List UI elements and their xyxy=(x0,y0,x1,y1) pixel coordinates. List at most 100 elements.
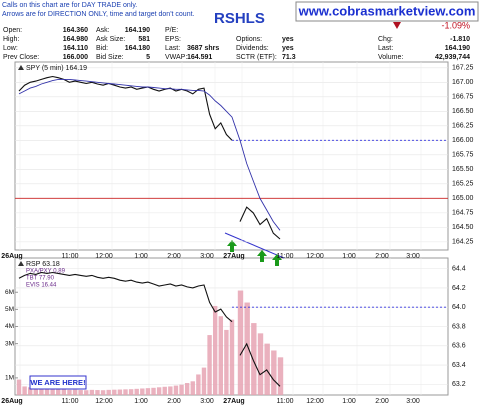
volume-bar xyxy=(277,357,284,395)
volume-bar xyxy=(237,290,244,395)
site-box xyxy=(295,1,479,22)
y-tick-label: 63.6 xyxy=(452,343,466,350)
volume-bar xyxy=(151,387,156,395)
quote-label: VWAP: xyxy=(165,54,187,61)
quote-value: 164.180 xyxy=(125,45,150,52)
legend-entry: EVIS 16.44 xyxy=(26,283,57,289)
volume-bar xyxy=(190,381,195,395)
quote-label: Low: xyxy=(3,45,18,52)
volume-bar xyxy=(67,389,72,395)
x-tick-label: 12:00 xyxy=(95,253,113,260)
volume-bar xyxy=(123,389,128,395)
quote-label: Ask Size: xyxy=(96,36,125,43)
volume-bar xyxy=(100,390,106,395)
y-tick-label: 165.75 xyxy=(452,152,474,159)
volume-bar xyxy=(257,333,264,395)
volume-bar xyxy=(39,387,44,395)
y2-tick-label: 5M xyxy=(5,306,14,313)
main-plot xyxy=(14,61,449,251)
volume-bar xyxy=(224,329,229,395)
quote-value: 42,939,744 xyxy=(435,54,470,61)
quote-label: P/E: xyxy=(165,27,178,34)
x-tick-label: 3:00 xyxy=(200,398,214,405)
y-tick-label: 165.25 xyxy=(452,181,474,188)
x-tick-label: 1:00 xyxy=(134,253,148,260)
volume-bar xyxy=(271,350,277,395)
y-tick-label: 63.2 xyxy=(452,381,466,388)
x-tick-label: 12:00 xyxy=(306,253,324,260)
y-tick-label: 165.00 xyxy=(452,195,474,202)
volume-bar xyxy=(106,389,111,395)
volume-bar xyxy=(44,388,50,395)
y-tick-label: 64.2 xyxy=(452,285,466,292)
volume-bar xyxy=(72,389,78,395)
quote-label: Last: xyxy=(165,45,180,52)
volume-bar xyxy=(117,389,123,395)
volume-bar xyxy=(50,389,55,395)
quote-label: Chg: xyxy=(378,36,393,43)
quote-label: Last: xyxy=(378,45,393,52)
up-arrow xyxy=(272,254,282,266)
quote-value: 3687 shrs xyxy=(187,45,219,52)
series-line xyxy=(18,78,281,231)
callout-box xyxy=(29,375,87,390)
symbol: RSHLS xyxy=(214,10,265,27)
volume-bar xyxy=(218,316,223,395)
volume-bar xyxy=(84,390,89,395)
y-tick-label: 64.0 xyxy=(452,304,466,311)
x-tick-label: 3:00 xyxy=(406,253,420,260)
quote-label: SCTR (ETF): xyxy=(236,54,277,61)
volume-bar xyxy=(112,389,117,395)
volume-bar xyxy=(145,388,151,395)
volume-bar xyxy=(229,319,235,395)
x-tick-label: 3:00 xyxy=(406,398,420,405)
y-tick-label: 164.75 xyxy=(452,210,474,217)
volume-bar xyxy=(134,388,139,395)
note: Calls on this chart are for DAY TRADE on… xyxy=(2,2,137,9)
quote-value: 164.980 xyxy=(63,36,88,43)
legend-title: SPY (5 min) 164.19 xyxy=(26,65,87,72)
x-tick-label: 12:00 xyxy=(306,398,324,405)
y2-tick-label: 3M xyxy=(5,340,14,347)
quote-label: Bid: xyxy=(96,45,108,52)
callout: WE ARE HERE! xyxy=(30,378,85,387)
volume-bar xyxy=(196,374,201,395)
quote-label: Ask: xyxy=(96,27,110,34)
volume-bar xyxy=(89,389,95,395)
x-tick-label: 11:00 xyxy=(277,398,294,405)
x-tick-label: 26Aug xyxy=(1,398,22,405)
legend-triangle xyxy=(18,65,24,70)
quote-label: High: xyxy=(3,36,19,43)
x-tick-label: 1:00 xyxy=(342,398,356,405)
quote-value: 5 xyxy=(146,54,150,61)
x-tick-label: 1:00 xyxy=(134,398,148,405)
x-tick-label: 12:00 xyxy=(95,398,113,405)
quote-value: 164.190 xyxy=(445,45,470,52)
quote-value: yes xyxy=(282,45,294,52)
down-triangle xyxy=(393,22,401,29)
quote-value: 164.190 xyxy=(125,27,150,34)
volume-bar xyxy=(244,302,250,395)
quote-value: 166.000 xyxy=(63,54,88,61)
volume-bar xyxy=(16,379,22,395)
series-line xyxy=(18,271,281,387)
arrows xyxy=(227,240,282,266)
volume-bar xyxy=(173,385,179,395)
y-tick-label: 63.4 xyxy=(452,362,466,369)
up-arrow xyxy=(257,250,267,262)
quote-value: 581 xyxy=(138,36,150,43)
chart-layer: Open: 164.360 Ask: 164.190 P/E: High: 164.980 A… xyxy=(1,27,473,405)
volume-bar xyxy=(201,367,207,395)
y-tick-label: 63.8 xyxy=(452,323,466,330)
volume-bar xyxy=(156,387,162,395)
x-tick-label: 11:00 xyxy=(62,253,79,260)
x-tick-label: 2:00 xyxy=(167,398,181,405)
quote-value: -1.810 xyxy=(450,36,470,43)
x-tick-label: 3:00 xyxy=(200,253,214,260)
y-tick-label: 166.50 xyxy=(452,108,474,115)
y-tick-label: 166.00 xyxy=(452,137,474,144)
note: Arrows are for DIRECTION ONLY, time and … xyxy=(2,11,195,18)
y2-tick-label: 4M xyxy=(5,323,14,330)
y-tick-label: 164.50 xyxy=(452,224,474,231)
x-tick-label: 11:00 xyxy=(62,398,79,405)
